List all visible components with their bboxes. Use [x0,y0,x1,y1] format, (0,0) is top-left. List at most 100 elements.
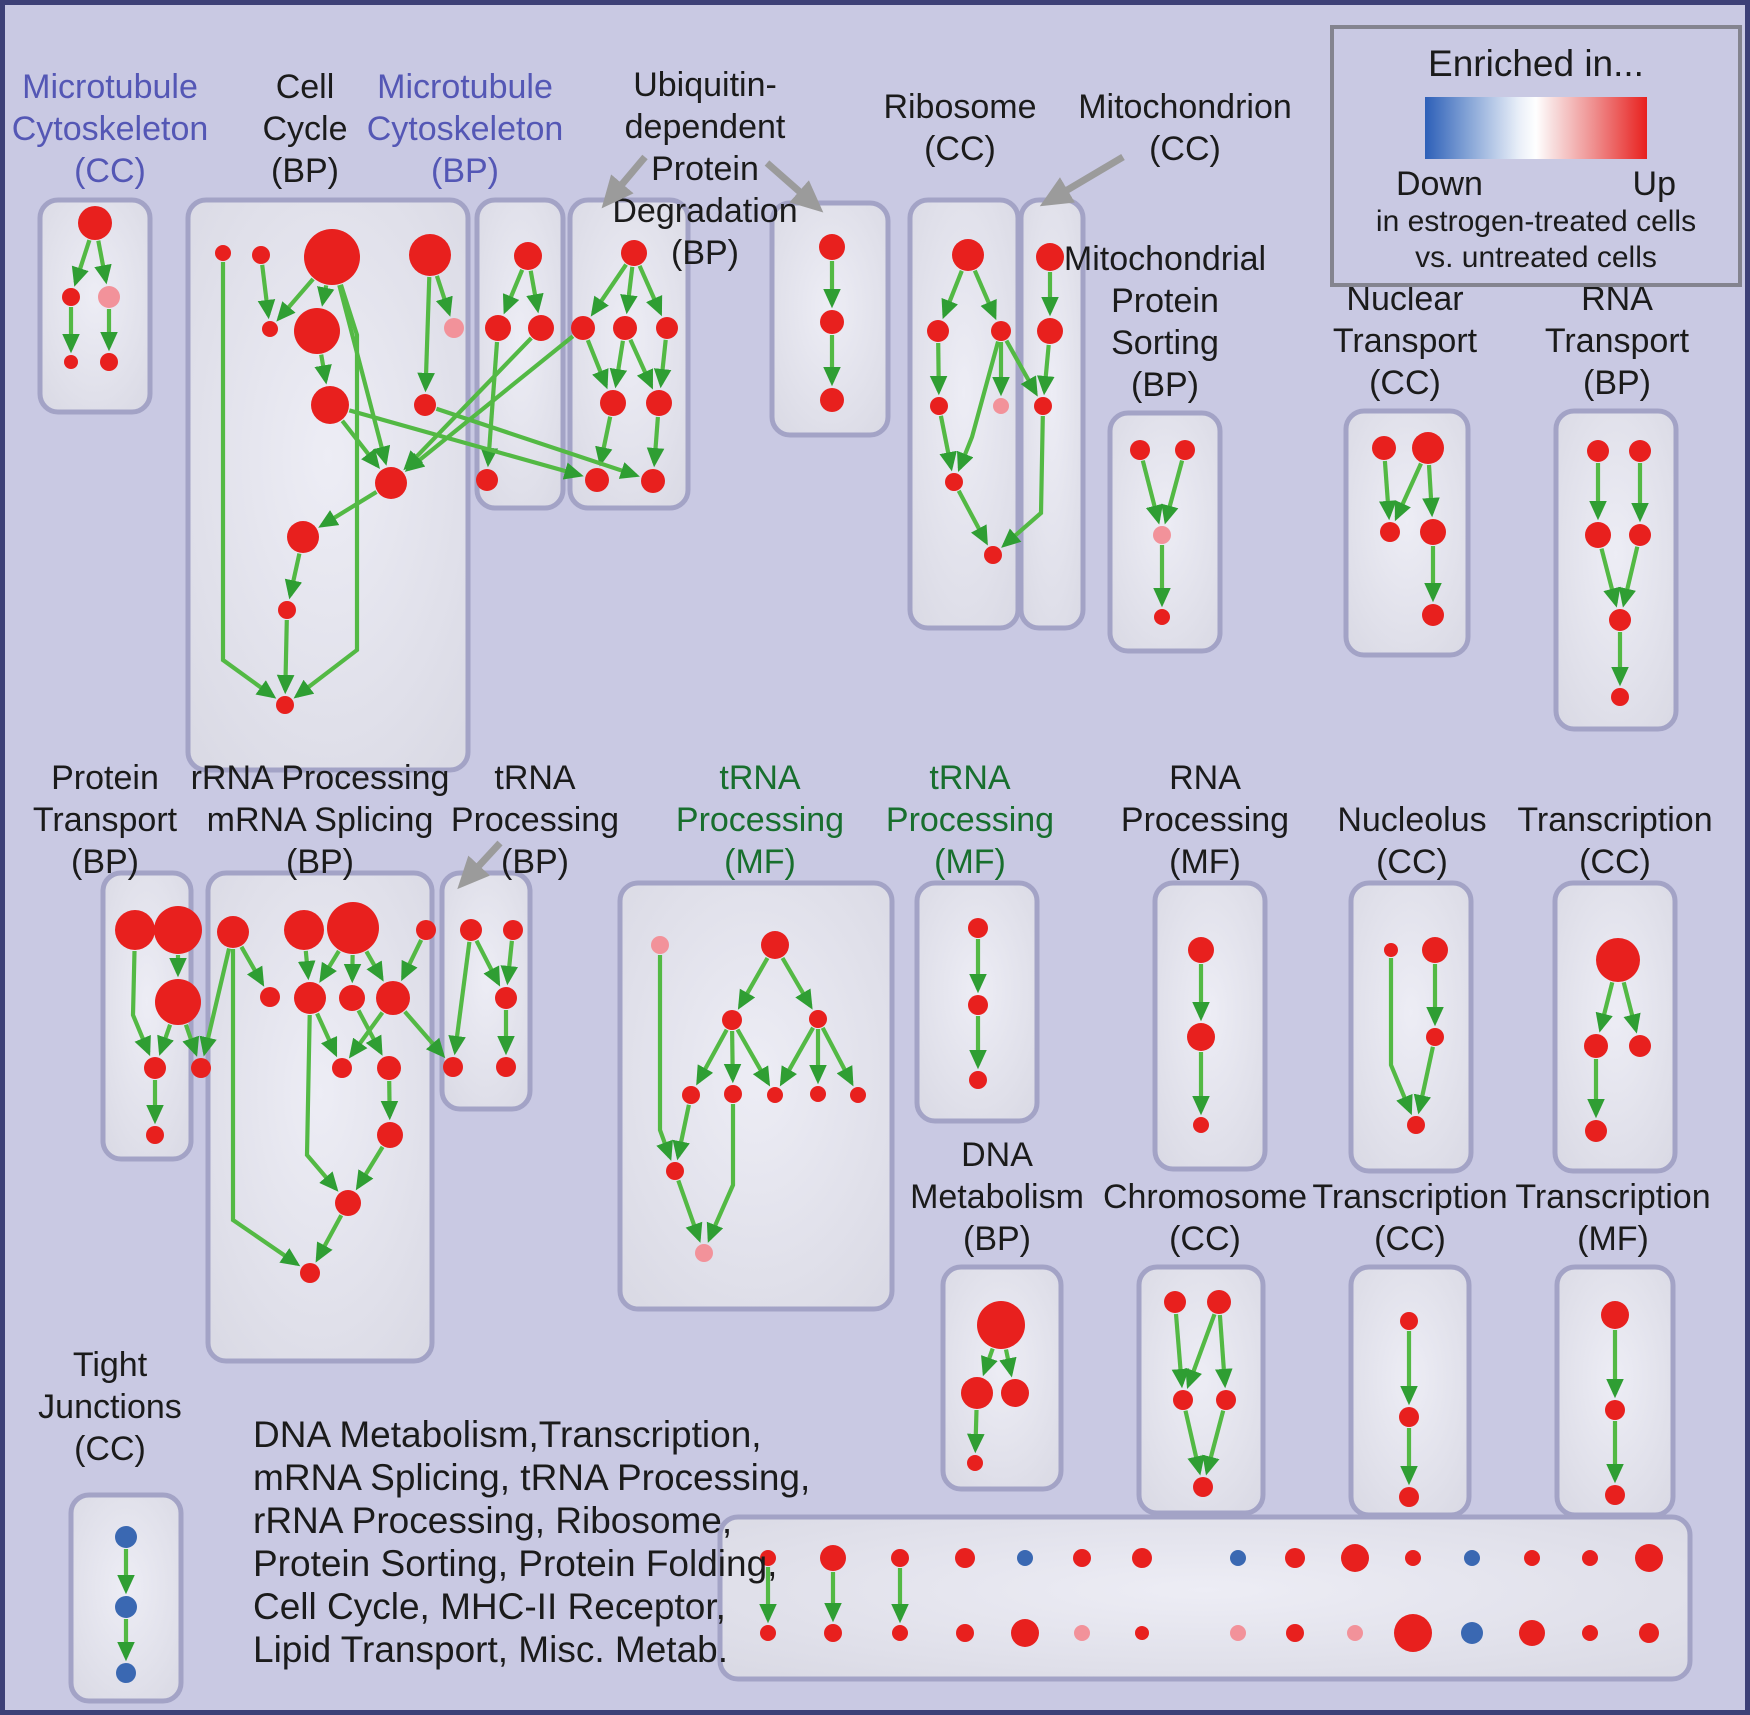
go-term-node [991,321,1011,341]
go-term-node [376,981,410,1015]
go-term-node [294,982,326,1014]
go-term-node [98,286,120,308]
enrichment-edge [1595,981,1615,1033]
label-line: Transport [1333,322,1478,360]
category-list-line: DNA Metabolism,Transcription, [253,1414,762,1455]
go-term-node [377,1056,401,1080]
go-term-node [1605,1400,1625,1420]
enrichment-edge [780,956,813,1010]
label-line: (BP) [671,234,739,272]
go-term-node [278,601,296,619]
go-term-node [154,906,202,954]
go-term-node [656,317,678,339]
go-term-node [646,390,672,416]
enrichment-edge [71,239,92,287]
go-term-node [930,397,948,415]
go-term-node [191,1058,211,1078]
go-term-node [819,234,845,260]
go-term-node [760,1550,776,1566]
cluster-label-trna-processing-mf-large: tRNA Processing (MF) [676,759,844,881]
cluster-label-transcription-cc-lower: Transcription (CC) [1312,1178,1507,1258]
enrichment-edge [1618,546,1640,608]
go-term-node [969,1071,987,1089]
cluster-label-trna-processing-mf-small: tRNA Processing (MF) [886,759,1054,881]
go-term-node [528,315,554,341]
go-term-node [571,316,595,340]
go-term-node [1629,1035,1651,1057]
go-term-node [993,398,1009,414]
go-term-node [952,239,984,271]
cluster-box-ntc [1343,408,1471,658]
enrichment-edge [1001,415,1045,548]
go-term-node [850,1087,866,1103]
enrichment-edge [590,263,628,317]
go-term-node [375,467,407,499]
enrichment-edge [230,949,301,1267]
label-line: mRNA Splicing [207,801,434,839]
go-term-node [722,1010,742,1030]
cluster-label-microtubule-cytoskeleton-cc: Microtubule Cytoskeleton (CC) [12,68,209,190]
go-term-node [1639,1623,1659,1643]
label-line: Processing [886,801,1054,839]
label-line: Protein [1111,282,1219,320]
go-term-node [1585,1120,1607,1142]
label-line: Transcription [1515,1178,1710,1216]
go-term-node [1524,1550,1540,1566]
label-line: Protein [651,150,759,188]
cluster-label-trna-processing-bp: tRNA Processing (BP) [451,759,619,881]
label-line: (BP) [71,843,139,881]
go-term-node [476,469,498,491]
enrichment-edge [706,1104,736,1243]
enrichment-edge [609,340,628,389]
label-line: Chromosome [1103,1178,1307,1216]
label-line: (MF) [934,843,1006,881]
go-term-node [641,469,665,493]
go-term-node [1605,1485,1625,1505]
enrichment-edge [1422,464,1440,518]
go-term-node [215,245,231,261]
cluster-label-nucleolus-cc: Nucleolus (CC) [1337,801,1486,881]
enrichment-edge [1379,460,1397,521]
go-term-node [1216,1390,1236,1410]
go-term-node [115,910,155,950]
go-term-node [1187,1023,1215,1051]
enrichment-edge [199,948,232,1057]
go-term-node [287,521,319,553]
enrichment-edge [1413,1046,1435,1115]
enrichment-edge [981,1347,998,1377]
enrichment-edge [737,956,770,1010]
label-line: Ribosome [883,88,1036,126]
go-term-node [1405,1550,1421,1566]
go-term-node [1188,937,1214,963]
enrichment-edge [735,1028,771,1087]
enrichment-edge [938,415,957,472]
go-term-node [294,308,340,354]
go-term-node [485,315,511,341]
go-term-node [332,1058,352,1078]
cluster-label-microtubule-cytoskeleton-bp: Microtubule Cytoskeleton (BP) [367,68,564,190]
go-term-node [1629,524,1651,546]
enrichment-edge [620,266,638,315]
cluster-labels: Microtubule Cytoskeleton (CC) Cell Cycle (BP)… [12,66,1713,1468]
go-term-node [335,1190,361,1216]
enrichment-edge [401,938,424,982]
enrichment-edge [130,950,151,1057]
category-list-line: Protein Sorting, Protein Folding, [253,1543,778,1584]
go-term-node [977,1301,1025,1349]
gradient-bar [1425,97,1647,159]
go-term-node [115,1526,137,1548]
enrichment-edge [355,1145,385,1191]
enrichment-edge [1394,462,1423,522]
label-line: Sorting [1111,324,1219,362]
go-term-node [409,234,451,276]
enrichment-edge [656,955,673,1161]
go-term-node [1384,943,1398,957]
go-term-node [339,985,365,1011]
label-line: (BP) [286,843,354,881]
enrichment-edge [297,950,316,981]
cluster-box-cc [185,197,471,773]
go-term-node [262,321,278,337]
label-line: RNA [1169,759,1241,797]
label-line: (CC) [1169,1220,1241,1258]
go-term-node [304,229,360,285]
